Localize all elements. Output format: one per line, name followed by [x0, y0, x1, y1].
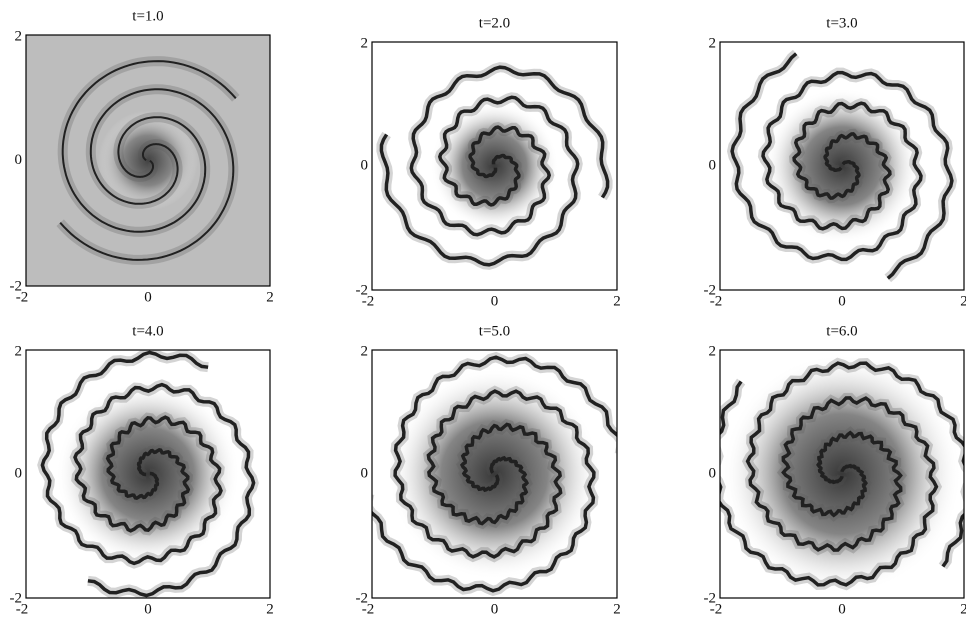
y-tick-label: 2 [15, 28, 23, 44]
y-tick-label: 2 [361, 343, 369, 359]
panel-title: t=2.0 [479, 15, 510, 31]
y-tick-label: -2 [10, 278, 23, 294]
x-tick-label: 2 [613, 293, 621, 309]
y-tick-label: 0 [361, 157, 369, 173]
x-tick-label: 2 [266, 601, 274, 617]
y-tick-label: 0 [15, 465, 23, 481]
spiral-image [720, 42, 964, 290]
x-tick-label: 2 [960, 293, 966, 309]
panel-title: t=3.0 [826, 15, 857, 31]
y-tick-label: 0 [361, 465, 369, 481]
x-tick-label: 2 [613, 601, 621, 617]
y-tick-label: -2 [10, 590, 23, 606]
panel-title: t=6.0 [826, 323, 857, 339]
x-tick-label: 0 [491, 293, 499, 309]
spiral-image [372, 42, 617, 290]
y-tick-label: 2 [15, 343, 23, 359]
x-tick-label: 0 [491, 601, 499, 617]
x-tick-label: 2 [960, 601, 966, 617]
vortex-core [764, 88, 920, 244]
spiral-image [26, 350, 270, 598]
y-tick-label: -2 [356, 590, 369, 606]
y-tick-label: 2 [709, 343, 717, 359]
y-tick-label: 0 [15, 152, 23, 168]
y-tick-label: -2 [356, 282, 369, 298]
x-tick-label: 0 [144, 289, 152, 305]
y-tick-label: 2 [709, 35, 717, 51]
panel-title: t=5.0 [479, 323, 510, 339]
y-tick-label: -2 [704, 590, 717, 606]
y-tick-label: -2 [704, 282, 717, 298]
spiral-image [713, 350, 966, 598]
figure: t=1.0 -2 0 2 2 0 -2 t=2.0 -2 0 2 2 0 -2 t=3.0 -2 0 2 2 0 -2 t… [0, 0, 966, 617]
x-tick-label: 2 [266, 289, 274, 305]
spiral-image [368, 350, 621, 598]
panel-title: t=1.0 [132, 8, 163, 24]
y-tick-label: 2 [361, 35, 369, 51]
panel-title: t=4.0 [132, 323, 163, 339]
x-tick-label: 0 [838, 601, 846, 617]
spiral-image [26, 35, 270, 286]
x-tick-label: 0 [838, 293, 846, 309]
y-tick-label: 0 [709, 157, 717, 173]
x-tick-label: 0 [144, 601, 152, 617]
y-tick-label: 0 [709, 465, 717, 481]
